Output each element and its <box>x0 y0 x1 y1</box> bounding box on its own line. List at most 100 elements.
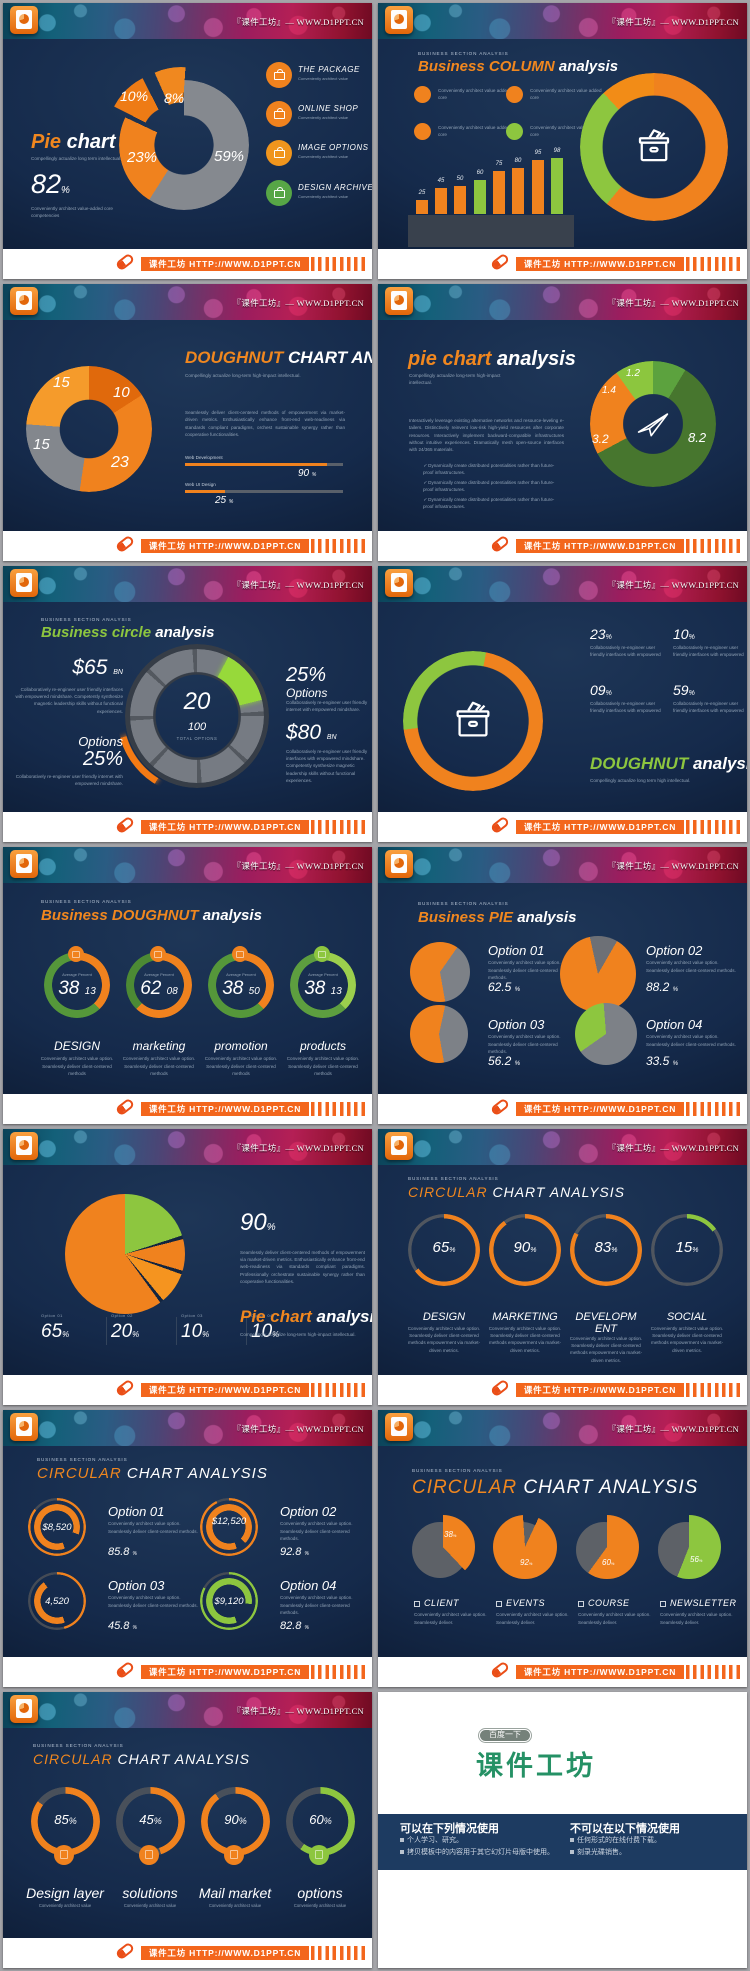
footer-url: 课件工坊 HTTP://WWW.D1PPT.CN <box>141 1664 309 1679</box>
kicker: BUSINESS SECTION ANALYSIS <box>41 899 132 905</box>
item-label: DESIGN ARCHIVE <box>298 182 372 192</box>
badge-icon <box>309 1844 329 1865</box>
capsule-icon <box>489 815 511 835</box>
slide-14-license[interactable]: 百度一下 课件工坊 可以在下列情况使用 个人学习、研究。 拷贝模板中的内容用于其… <box>378 1691 747 1969</box>
bullet-icon <box>414 122 431 140</box>
bar <box>551 158 563 215</box>
slide-footer: 课件工坊 HTTP://WWW.D1PPT.CN <box>3 530 372 561</box>
disallowed-title: 不可以在以下情况使用 <box>570 1822 680 1835</box>
slide-9-pie-chart-analysis[interactable]: 『课件工坊』— WWW.D1PPT.CN Option 01 65% Optio… <box>3 1128 372 1406</box>
kicker: BUSINESS SECTION ANALYSIS <box>412 1468 503 1474</box>
footer-url: 课件工坊 HTTP://WWW.D1PPT.CN <box>141 1946 309 1961</box>
footer-stripes-icon <box>686 820 742 835</box>
slide-subtitle: Compellingly actualize long-term high-im… <box>185 373 301 379</box>
pie-slice <box>411 1515 475 1580</box>
ring-arc <box>570 1213 642 1286</box>
kicker: BUSINESS SECTION ANALYSIS <box>408 1175 499 1181</box>
ring-inner <box>206 1578 252 1625</box>
slide-12-circular-analysis[interactable]: 『课件工坊』— WWW.D1PPT.CN BUSINESS SECTION AN… <box>378 1410 747 1687</box>
slide-title: CIRCULAR CHART ANALYSIS <box>412 1477 699 1499</box>
kicker: BUSINESS SECTION ANALYSIS <box>41 616 132 622</box>
slide-banner: 『课件工坊』— WWW.D1PPT.CN <box>3 1691 372 1728</box>
slide-title: Pie chart <box>31 130 116 153</box>
slide-5-circle-analysis[interactable]: 『课件工坊』— WWW.D1PPT.CN BUSINESS SECTION AN… <box>3 565 372 843</box>
slide-footer: 课件工坊 HTTP://WWW.D1PPT.CN <box>3 1375 372 1406</box>
course-icon <box>578 1601 584 1608</box>
package-icon <box>266 61 292 88</box>
bar <box>416 199 428 215</box>
footer-url: 课件工坊 HTTP://WWW.D1PPT.CN <box>516 1664 684 1679</box>
slide-11-circular-analysis[interactable]: 『课件工坊』— WWW.D1PPT.CN BUSINESS SECTION AN… <box>3 1410 372 1687</box>
gift-box-icon <box>638 128 670 161</box>
slide-title: CIRCULAR CHART ANALYSIS <box>408 1183 625 1200</box>
slide-6-doughnut-analysis[interactable]: 『课件工坊』— WWW.D1PPT.CN 23% Collaboratively… <box>378 565 747 843</box>
brand-logo: 课件工坊 <box>476 1750 596 1781</box>
allowed-title: 可以在下列情况使用 <box>400 1822 499 1835</box>
brand-text: 『课件工坊』— WWW.D1PPT.CN <box>232 579 364 590</box>
pie-chart <box>575 1003 637 1066</box>
footer-url: 课件工坊 HTTP://WWW.D1PPT.CN <box>516 1101 684 1116</box>
stat-82: 82% <box>31 168 70 199</box>
paper-plane-icon <box>637 413 669 437</box>
slide-2-column-analysis[interactable]: 『课件工坊』— WWW.D1PPT.CN BUSINESS SECTION AN… <box>378 2 747 280</box>
badge-icon <box>224 1844 244 1865</box>
slide-subtitle: Compellingly actualize long term intelle… <box>31 155 122 161</box>
slide-1-pie-chart[interactable]: 『课件工坊』— WWW.D1PPT.CN Pie chart Compellin… <box>3 2 372 280</box>
item-label: ONLINE SHOP <box>298 103 359 113</box>
capsule-icon <box>489 1378 511 1398</box>
slide-footer: 课件工坊 HTTP://WWW.D1PPT.CN <box>3 1938 372 1969</box>
capsule-icon <box>114 252 136 272</box>
slide-title: Pie chart analysis <box>240 1306 372 1326</box>
progress-bar <box>185 490 343 494</box>
brand-text: 『课件工坊』— WWW.D1PPT.CN <box>607 1142 739 1153</box>
archive-icon <box>266 179 292 206</box>
ppt-logo-icon <box>385 5 413 34</box>
highlight-stat: 90% <box>240 1208 276 1236</box>
footer-url: 课件工坊 HTTP://WWW.D1PPT.CN <box>516 1383 684 1398</box>
pie-slice <box>657 1515 721 1580</box>
slide-10-circular-analysis[interactable]: 『课件工坊』— WWW.D1PPT.CN BUSINESS SECTION AN… <box>378 1128 747 1406</box>
badge-icon <box>314 946 330 963</box>
pie-chart <box>410 942 470 1003</box>
slice-label: 8% <box>164 89 185 106</box>
ppt-logo-icon <box>385 1413 413 1442</box>
slide-title: pie chart analysis <box>408 348 576 371</box>
ring-inner <box>34 1578 80 1625</box>
footer-url: 课件工坊 HTTP://WWW.D1PPT.CN <box>516 257 684 272</box>
slide-title: CIRCULAR CHART ANALYSIS <box>33 1750 250 1767</box>
stat-desc: Conveniently architect value-added core … <box>31 205 113 218</box>
slide-subtitle: Compellingly actualize long term high in… <box>590 777 691 783</box>
capsule-icon <box>114 1097 136 1117</box>
badge-icon <box>232 946 248 963</box>
ppt-logo-icon <box>10 1131 38 1160</box>
client-icon <box>414 1601 420 1608</box>
capsule-icon <box>114 1378 136 1398</box>
capsule-icon <box>489 252 511 272</box>
slide-footer: 课件工坊 HTTP://WWW.D1PPT.CN <box>3 1656 372 1687</box>
ring-chart <box>31 1786 100 1856</box>
slide-subtitle: Compellingly actualize long-term high-im… <box>240 1331 356 1337</box>
ppt-logo-icon <box>10 568 38 597</box>
slide-8-pie-analysis[interactable]: 『课件工坊』— WWW.D1PPT.CN BUSINESS SECTION AN… <box>378 847 747 1124</box>
badge-icon <box>139 1844 159 1865</box>
slide-subtitle: Compellingly actualize long-term high-im… <box>409 373 501 386</box>
ring-chart <box>208 952 274 1019</box>
license-band: 可以在下列情况使用 个人学习、研究。 拷贝模板中的内容用于其它幻灯片母版中使用。… <box>378 1813 747 1870</box>
ring-chart <box>126 952 192 1019</box>
newsletter-icon <box>660 1601 666 1608</box>
slide-banner: 『课件工坊』— WWW.D1PPT.CN <box>378 847 747 884</box>
slide-13-circular-analysis[interactable]: 『课件工坊』— WWW.D1PPT.CN BUSINESS SECTION AN… <box>3 1691 372 1969</box>
capsule-icon <box>114 534 136 554</box>
brand-text: 『课件工坊』— WWW.D1PPT.CN <box>607 16 739 27</box>
footer-url: 课件工坊 HTTP://WWW.D1PPT.CN <box>516 820 684 835</box>
bar <box>474 179 486 215</box>
body-paragraph: Interactively leverage existing alternat… <box>409 418 564 453</box>
slide-banner: 『课件工坊』— WWW.D1PPT.CN <box>378 2 747 39</box>
bar-chart-platform <box>408 214 574 247</box>
slide-3-doughnut-analysis[interactable]: 『课件工坊』— WWW.D1PPT.CN 15 10 15 23 DOUGHNU… <box>3 284 372 561</box>
pie-slice <box>493 1515 557 1580</box>
slide-7-doughnut-rings[interactable]: 『课件工坊』— WWW.D1PPT.CN BUSINESS SECTION AN… <box>3 847 372 1124</box>
ppt-logo-icon <box>10 287 38 316</box>
slide-4-pie-chart-analysis[interactable]: 『课件工坊』— WWW.D1PPT.CN pie chart analysis … <box>378 284 747 561</box>
capsule-icon <box>114 1660 136 1680</box>
